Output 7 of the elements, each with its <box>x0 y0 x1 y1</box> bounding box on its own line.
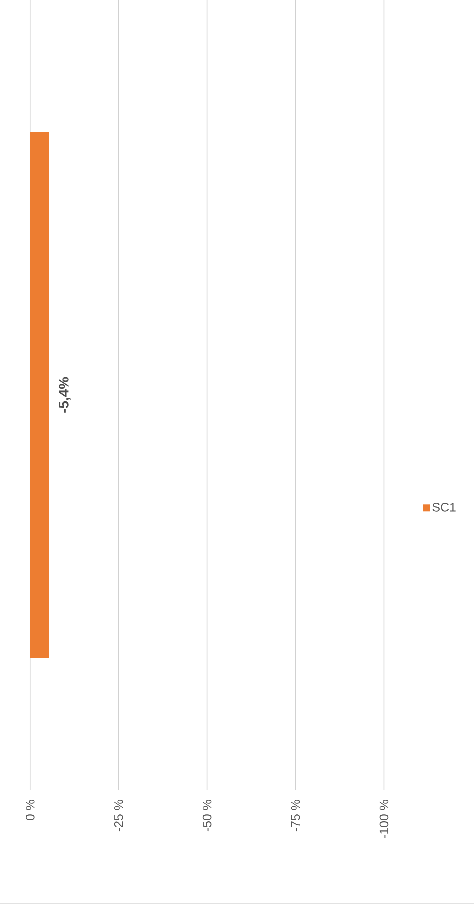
legend-label: SC1 <box>433 503 456 512</box>
x-tick-label: -50 % <box>203 800 212 832</box>
x-tick-label: -100 % <box>380 800 389 838</box>
x-tick-label: -75 % <box>292 800 300 832</box>
data-label: -5,4% <box>59 377 72 413</box>
x-tick-label: 0 % <box>26 800 35 821</box>
x-tick-label: -25 % <box>114 800 124 832</box>
